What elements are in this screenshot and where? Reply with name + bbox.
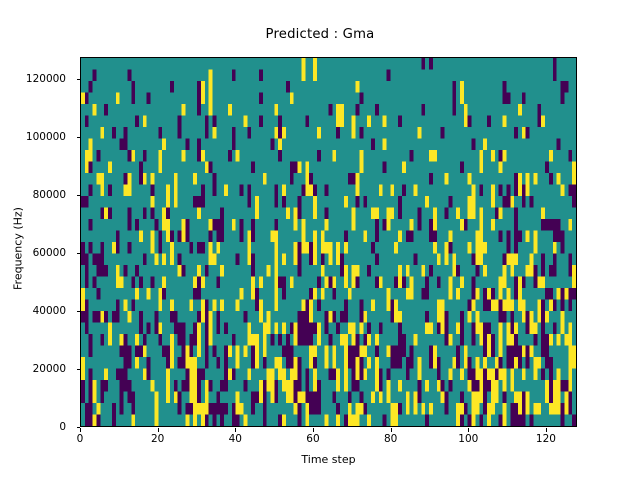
y-tick-mark bbox=[76, 78, 80, 80]
y-tick-label: 60000 bbox=[32, 246, 66, 259]
page-title: Predicted : Gma bbox=[265, 27, 375, 42]
y-tick-mark bbox=[76, 194, 80, 196]
y-tick-mark bbox=[76, 310, 80, 312]
x-tick-mark bbox=[468, 428, 470, 432]
x-tick-mark bbox=[157, 428, 159, 432]
y-axis-label: Frequency (Hz) bbox=[11, 207, 25, 290]
y-tick-label: 0 bbox=[59, 421, 66, 433]
x-tick-label: 40 bbox=[228, 433, 242, 445]
y-tick-label: 40000 bbox=[32, 304, 66, 317]
heatmap-axes[interactable] bbox=[80, 57, 577, 427]
y-tick-mark bbox=[76, 136, 80, 138]
x-tick-mark bbox=[235, 428, 237, 432]
x-tick-mark bbox=[312, 428, 314, 432]
x-tick-mark bbox=[80, 428, 81, 432]
y-tick-label: 80000 bbox=[32, 188, 66, 201]
x-tick-label: 120 bbox=[535, 433, 556, 445]
x-tick-label: 20 bbox=[150, 433, 165, 445]
heatmap-grid bbox=[81, 58, 576, 426]
x-tick-label: 80 bbox=[383, 433, 398, 445]
y-tick-label: 100000 bbox=[25, 130, 66, 143]
y-tick-label: 120000 bbox=[25, 72, 66, 85]
x-tick-mark bbox=[390, 428, 392, 432]
y-tick-mark bbox=[76, 427, 80, 428]
y-tick-mark bbox=[76, 368, 80, 370]
y-tick-label: 20000 bbox=[32, 362, 66, 375]
y-tick-mark bbox=[76, 252, 80, 254]
x-tick-label: 0 bbox=[76, 433, 84, 445]
x-tick-label: 60 bbox=[306, 433, 320, 445]
x-tick-mark bbox=[545, 428, 547, 432]
x-axis-label: Time step bbox=[301, 453, 356, 466]
x-tick-label: 100 bbox=[458, 433, 479, 445]
